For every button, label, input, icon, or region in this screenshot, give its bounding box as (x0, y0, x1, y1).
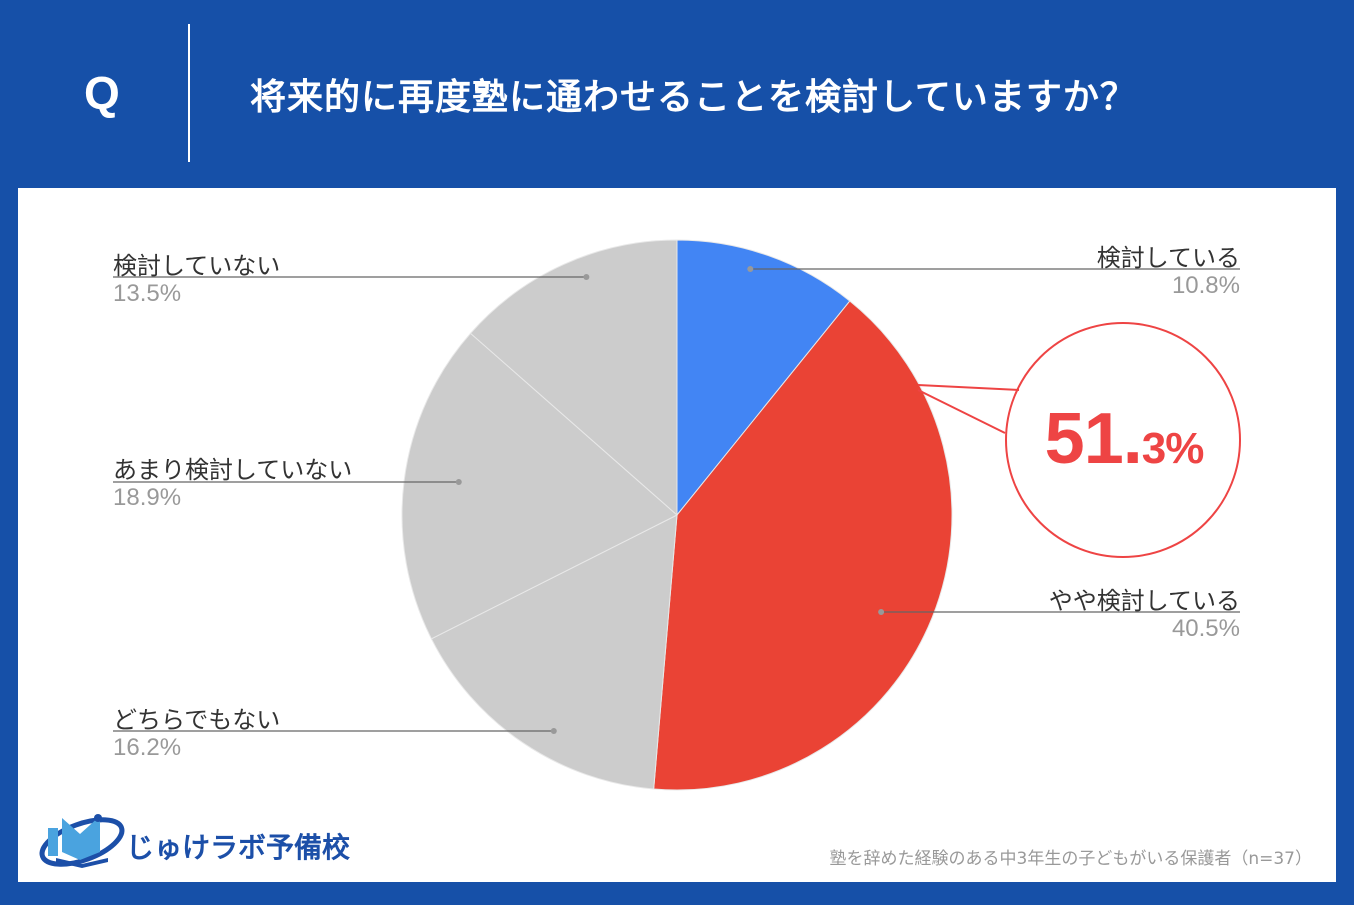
label-slice-4: 検討していない (113, 252, 281, 280)
pct-slice-3: 18.9% (113, 484, 182, 511)
page-title: 将来的に再度塾に通わせることを検討していますか？ (250, 77, 1137, 118)
pie-slice-1 (653, 300, 953, 791)
pie-slice-3 (401, 332, 678, 640)
label-slice-0: 検討している (1096, 244, 1240, 272)
pct-slice-1: 40.5% (1171, 615, 1240, 642)
callout-pointer (917, 384, 1020, 434)
footnote: 塾を辞めた経験のある中3年生の子どもがいる保護者（n=37） (829, 849, 1312, 869)
pie-slice-2 (430, 514, 678, 790)
logo-icon (39, 814, 125, 868)
logo-text: じゅけラボ予備校 (126, 831, 351, 864)
pie-slice-4 (469, 239, 678, 517)
callout-circle (1005, 322, 1241, 558)
header-divider (188, 24, 190, 162)
pct-slice-0: 10.8% (1171, 272, 1240, 299)
leader-dot-0 (747, 266, 754, 272)
leader-dot-1 (878, 609, 885, 615)
label-slice-2: どちらでもない (113, 706, 281, 734)
pct-slice-2: 16.2% (113, 734, 182, 761)
pie-slice-0 (676, 239, 851, 517)
question-label: Q (84, 67, 120, 119)
callout-value: 51.3% (1044, 399, 1205, 479)
leader-dot-4 (583, 274, 590, 280)
label-slice-3: あまり検討していない (113, 456, 353, 484)
pct-slice-4: 13.5% (113, 280, 182, 307)
leader-dot-2 (550, 728, 557, 734)
label-slice-1: やや検討している (1048, 587, 1240, 615)
leader-dot-3 (455, 479, 462, 485)
